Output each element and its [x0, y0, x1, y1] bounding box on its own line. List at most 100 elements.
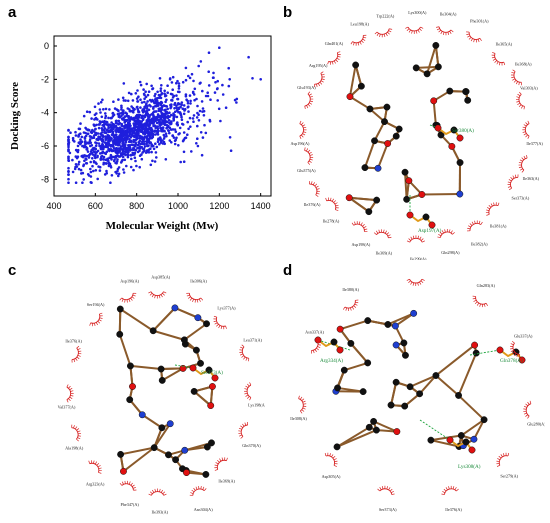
residue-label: Asp196(A) — [291, 141, 310, 146]
scatter-point — [227, 84, 231, 88]
residue-label: Glu375(A) — [297, 168, 316, 173]
scatter-point — [180, 118, 184, 121]
scatter-point — [208, 120, 212, 123]
hydrophobic-contact-icon — [518, 155, 528, 173]
scatter-point — [123, 158, 127, 162]
scatter-point — [212, 71, 215, 75]
scatter-point — [104, 114, 108, 118]
scatter-point — [73, 140, 76, 143]
scatter-point — [181, 123, 185, 126]
scatter-point — [99, 157, 102, 161]
scatter-point — [177, 132, 180, 136]
atom-icon — [116, 330, 124, 338]
scatter-point — [162, 122, 166, 126]
scatter-point — [158, 94, 162, 97]
scatter-point — [153, 130, 157, 133]
scatter-point — [109, 153, 113, 157]
scatter-point — [156, 140, 160, 143]
scatter-point — [144, 90, 147, 93]
scatter-point — [97, 126, 101, 130]
atom-icon — [392, 378, 400, 386]
scatter-point — [119, 147, 123, 151]
scatter-point — [98, 165, 102, 169]
scatter-point — [109, 136, 112, 139]
scatter-point — [140, 116, 143, 120]
scatter-point — [77, 163, 80, 166]
atom-icon — [381, 118, 388, 126]
scatter-point — [107, 126, 111, 129]
scatter-point — [140, 137, 143, 140]
scatter-point — [101, 138, 105, 142]
scatter-point — [146, 115, 150, 118]
residue-label: Asp385(A) — [151, 275, 170, 280]
scatter-point — [94, 144, 98, 147]
hydrophobic-contact-icon — [148, 488, 167, 496]
atom-icon — [468, 446, 476, 454]
scatter-point — [106, 157, 109, 161]
scatter-point — [166, 84, 169, 87]
hydrophobic-contact-icon — [299, 120, 307, 139]
scatter-point — [131, 151, 134, 155]
scatter-point — [212, 76, 215, 79]
scatter-point — [95, 112, 98, 115]
scatter-point — [176, 79, 179, 83]
scatter-point — [89, 181, 93, 184]
scatter-point — [153, 160, 157, 163]
scatter-point — [147, 117, 150, 120]
scatter-point — [105, 169, 108, 173]
scatter-point — [88, 139, 92, 143]
residue-label: Ile363(A) — [523, 176, 540, 181]
scatter-point — [200, 100, 204, 103]
atom-icon — [395, 125, 403, 133]
scatter-point — [111, 155, 114, 159]
atom-icon — [496, 346, 504, 354]
scatter-point — [251, 77, 254, 80]
atom-icon — [472, 349, 480, 357]
hydrophobic-contact-icon — [343, 299, 359, 311]
scatter-point — [177, 87, 181, 90]
x-axis-ticks: 400 600 800 1000 1200 1400 — [46, 193, 271, 211]
scatter-point — [140, 130, 144, 134]
scatter-point — [193, 87, 197, 91]
residue-label: Ile382(A) — [471, 241, 488, 246]
scatter-point — [147, 108, 151, 112]
scatter-point — [155, 145, 159, 149]
scatter-point — [118, 139, 122, 143]
scatter-point — [109, 143, 113, 147]
scatter-point — [134, 159, 137, 163]
atom-icon — [406, 211, 414, 219]
scatter-point — [86, 150, 90, 153]
atom-icon — [430, 97, 438, 105]
scatter-point — [192, 114, 196, 117]
scatter-point — [204, 131, 208, 135]
scatter-point — [202, 109, 206, 113]
scatter-point — [129, 165, 133, 169]
scatter-point — [127, 134, 131, 137]
atom-icon — [455, 391, 463, 399]
scatter-point — [146, 93, 150, 97]
scatter-point — [145, 142, 148, 146]
atom-icon — [448, 142, 456, 150]
atom-icon — [116, 305, 124, 313]
scatter-point — [86, 132, 90, 136]
scatter-point — [104, 107, 108, 111]
residue-label: Asn304(A) — [194, 507, 213, 512]
scatter-point — [162, 114, 166, 118]
y-axis-ticks: 0 -2 -4 -6 -8 — [41, 41, 57, 184]
hydrophobic-contact-icon — [189, 486, 207, 496]
atom-icon — [203, 443, 211, 451]
scatter-point — [132, 168, 135, 172]
scatter-point — [216, 87, 219, 90]
hydrophobic-contact-icon — [186, 292, 204, 303]
scatter-point — [196, 104, 199, 108]
scatter-point — [138, 165, 141, 169]
scatter-point — [71, 158, 74, 162]
scatter-point — [196, 144, 200, 148]
atom-icon — [512, 348, 520, 356]
scatter-point — [168, 131, 171, 135]
hydrophobic-contact-icon — [510, 340, 521, 358]
scatter-point — [109, 181, 112, 184]
scatter-point — [182, 112, 186, 116]
scatter-point — [170, 81, 174, 84]
scatter-point — [167, 129, 170, 132]
